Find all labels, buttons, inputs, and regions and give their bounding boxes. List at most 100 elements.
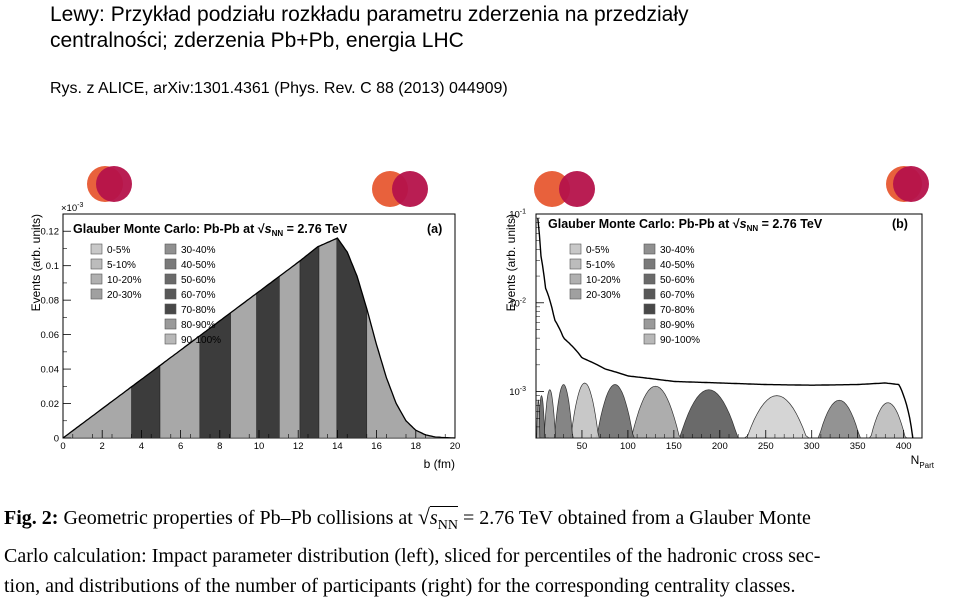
centrality-slice (230, 292, 257, 439)
nuclei-overlap-icons (87, 166, 929, 207)
legend-swatch (569, 243, 582, 255)
legend-swatch (569, 288, 582, 300)
figure-caption: Fig. 2: Geometric properties of Pb–Pb co… (4, 502, 959, 601)
npart-distribution-chart: 50 100 150 200 250 300 350 40010-310-210-1NPart… (504, 209, 935, 471)
legend-swatch (164, 303, 177, 315)
nucleus-crimson-icon (392, 171, 428, 207)
y-tick-label: 0.08 (41, 296, 60, 307)
legend-label: 90-100% (181, 335, 221, 346)
panel-label: (a) (427, 222, 442, 236)
legend-swatch (164, 333, 177, 345)
x-tick-label: 20 (450, 441, 461, 452)
caption-line-3: tion, and distributions of the number of… (4, 575, 796, 597)
panel-label: (b) (892, 217, 908, 231)
x-tick-label: 300 (804, 441, 820, 452)
legend-swatch (569, 258, 582, 270)
impact-parameter-chart: 0 2 4 6 8 10 12 14 16 18 20 0 0.02 0.04 0.06 0.08 0.1 0.1… (29, 202, 461, 471)
y-tick-label: 0.06 (41, 330, 60, 341)
legend-label: 30-40% (660, 245, 695, 256)
legend-label: 70-80% (181, 305, 216, 316)
x-axis-label: NPart (911, 453, 935, 470)
x-tick-label: 16 (371, 441, 382, 452)
x-tick-label: 400 (896, 441, 912, 452)
caption-line-1-pre: Geometric properties of Pb–Pb collisions… (63, 507, 413, 529)
slide-title-line-2: centralności; zderzenia Pb+Pb, energia L… (50, 29, 464, 52)
x-tick-label: 200 (712, 441, 728, 452)
y-exponent-label: ×10-3 (61, 202, 83, 214)
y-tick-label: 0 (54, 434, 59, 445)
nucleus-crimson-icon (559, 171, 595, 207)
legend-swatch (164, 273, 177, 285)
legend-label: 0-5% (586, 245, 609, 256)
legend-swatch (164, 258, 177, 270)
overlap-icon-peripheral-right (534, 171, 595, 207)
legend-label: 5-10% (586, 260, 615, 271)
centrality-slice (299, 245, 320, 439)
legend-label: 40-50% (181, 260, 216, 271)
overlap-icon-central (886, 166, 929, 202)
legend-swatch (643, 273, 656, 285)
legend-swatch (90, 288, 103, 300)
legend-swatch (164, 288, 177, 300)
caption-fig-label: Fig. 2: (4, 507, 59, 529)
x-tick-label: 18 (411, 441, 422, 452)
x-tick-label: 350 (850, 441, 866, 452)
nucleus-crimson-icon (893, 166, 929, 202)
overlap-icon-peripheral-left (87, 166, 132, 202)
y-axis-label: Events (arb. units) (29, 214, 43, 311)
caption-sqrt-sub: NN (437, 518, 458, 533)
nucleus-crimson-icon (96, 166, 132, 202)
legend-swatch (643, 333, 656, 345)
caption-sqrt: √sNN (417, 504, 458, 533)
legend-swatch (643, 303, 656, 315)
caption-line-2: Carlo calculation: Impact parameter dist… (4, 545, 821, 567)
y-tick-label: 0.12 (41, 227, 60, 238)
slide-title: Lewy: Przykład podziału rozkładu paramet… (50, 2, 689, 54)
legend-label: 80-90% (181, 320, 216, 331)
x-tick-label: 12 (293, 441, 304, 452)
legend-swatch (643, 243, 656, 255)
y-tick-label: 0.02 (41, 399, 60, 410)
centrality-class-distribution (536, 399, 542, 439)
y-axis-label: Events (arb. units) (504, 214, 518, 311)
legend-swatch (643, 318, 656, 330)
legend-label: 50-60% (660, 275, 695, 286)
legend-swatch (90, 243, 103, 255)
centrality-slice (279, 260, 301, 439)
overlap-icon-midcentral (372, 171, 428, 207)
x-tick-label: 14 (332, 441, 343, 452)
x-tick-label: 4 (139, 441, 144, 452)
y-tick-label: 0.1 (46, 261, 59, 272)
x-tick-label: 2 (100, 441, 105, 452)
centrality-slice (256, 275, 280, 439)
legend-label: 60-70% (181, 290, 216, 301)
legend-label: 30-40% (181, 245, 216, 256)
legend-label: 90-100% (660, 335, 700, 346)
x-tick-label: 100 (620, 441, 636, 452)
x-tick-label: 50 (577, 441, 588, 452)
legend-label: 20-30% (107, 290, 142, 301)
y-tick-label: 10-3 (509, 386, 526, 398)
legend-swatch (643, 288, 656, 300)
legend-label: 10-20% (586, 275, 621, 286)
legend-label: 60-70% (660, 290, 695, 301)
x-tick-label: 150 (666, 441, 682, 452)
x-tick-label: 10 (254, 441, 265, 452)
caption-line-1-post: = 2.76 TeV obtained from a Glauber Monte (462, 507, 811, 529)
legend-label: 80-90% (660, 320, 695, 331)
legend-swatch (164, 318, 177, 330)
centrality-slice (318, 238, 338, 439)
legend-label: 40-50% (660, 260, 695, 271)
x-tick-label: 8 (217, 441, 222, 452)
nucleus-orange-icon (534, 171, 570, 207)
slide-title-line-1: Lewy: Przykład podziału rozkładu paramet… (50, 3, 689, 26)
legend-swatch (643, 258, 656, 270)
caption-line-1: Fig. 2: Geometric properties of Pb–Pb co… (4, 502, 959, 541)
chart-title: Glauber Monte Carlo: Pb-Pb at √sNN = 2.7… (73, 222, 348, 238)
x-tick-label: 250 (758, 441, 774, 452)
chart-title: Glauber Monte Carlo: Pb-Pb at √sNN = 2.7… (548, 217, 823, 233)
y-tick-label: 0.04 (41, 365, 60, 376)
legend-label: 20-30% (586, 290, 621, 301)
caption-sqrt-s: s (429, 507, 438, 529)
legend-swatch (90, 273, 103, 285)
